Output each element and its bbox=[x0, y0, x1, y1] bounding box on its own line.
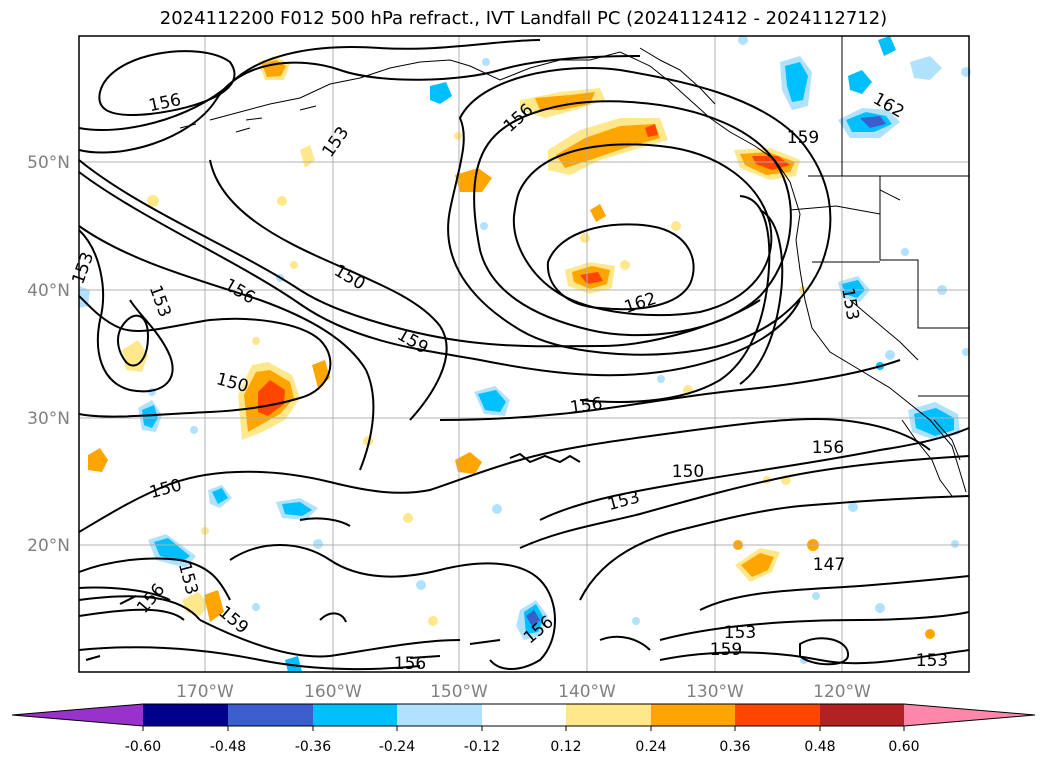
contour-label: 159 bbox=[710, 640, 742, 660]
contour-label: 153 bbox=[916, 651, 948, 671]
colorbar-segment bbox=[735, 704, 820, 726]
map-frame bbox=[78, 35, 970, 673]
contour-label: 153 bbox=[724, 623, 756, 643]
contour-label: 159 bbox=[787, 128, 819, 148]
colorbar-tick-label: 0.36 bbox=[719, 739, 750, 755]
colorbar-segment bbox=[143, 704, 228, 726]
lon-label: 140°W bbox=[558, 682, 616, 702]
colorbar-tick-label: -0.24 bbox=[379, 739, 415, 755]
colorbar-segment bbox=[482, 704, 566, 726]
longitude-labels: 170°W 160°W 150°W 140°W 130°W 120°W bbox=[176, 682, 871, 702]
negative-anomaly-patches bbox=[79, 35, 971, 672]
colorbar-segment bbox=[313, 704, 397, 726]
colorbar-tick-label: -0.36 bbox=[295, 739, 331, 755]
lon-label: 120°W bbox=[813, 682, 871, 702]
map-panel bbox=[79, 36, 969, 672]
lat-label: 50°N bbox=[27, 153, 70, 173]
colorbar-segments bbox=[11, 703, 1036, 727]
colorbar-segment bbox=[904, 704, 1035, 726]
contour-label: 147 bbox=[813, 555, 845, 575]
colorbar-tick-label: 0.24 bbox=[635, 739, 666, 755]
latitude-labels: 50°N 40°N 30°N 20°N bbox=[27, 153, 70, 556]
colorbar-tick-label: -0.12 bbox=[464, 739, 500, 755]
colorbar-segment bbox=[566, 704, 651, 726]
lon-label: 150°W bbox=[430, 682, 488, 702]
contour-label: 156 bbox=[569, 394, 604, 418]
colorbar-tick-label: 0.60 bbox=[888, 739, 919, 755]
colorbar-segment bbox=[397, 704, 482, 726]
colorbar-segment bbox=[651, 704, 735, 726]
contour-label: 156 bbox=[394, 654, 426, 674]
map-title: 2024112200 F012 500 hPa refract., IVT La… bbox=[159, 8, 888, 29]
coastlines bbox=[179, 36, 969, 497]
lon-label: 130°W bbox=[686, 682, 744, 702]
colorbar-tick-label: 0.48 bbox=[804, 739, 835, 755]
contour-label: 150 bbox=[672, 462, 704, 482]
colorbar-ticks: -0.60 -0.48 -0.36 -0.24 -0.12 0.12 0.24 … bbox=[125, 726, 920, 755]
lon-label: 170°W bbox=[176, 682, 234, 702]
lat-label: 20°N bbox=[27, 536, 70, 556]
lon-label: 160°W bbox=[304, 682, 362, 702]
colorbar-tick-label: 0.12 bbox=[550, 739, 581, 755]
colorbar-segment bbox=[12, 704, 143, 726]
lat-label: 30°N bbox=[27, 409, 70, 429]
colorbar-tick-label: -0.48 bbox=[210, 739, 246, 755]
colorbar-segment bbox=[228, 704, 313, 726]
colorbar-segment bbox=[820, 704, 904, 726]
lat-label: 40°N bbox=[27, 281, 70, 301]
shaded-anomalies bbox=[79, 35, 971, 672]
contour-label: 156 bbox=[812, 438, 844, 458]
colorbar: -0.60 -0.48 -0.36 -0.24 -0.12 0.12 0.24 … bbox=[11, 703, 1036, 755]
refractivity-contours bbox=[78, 39, 970, 671]
colorbar-tick-label: -0.60 bbox=[125, 739, 161, 755]
